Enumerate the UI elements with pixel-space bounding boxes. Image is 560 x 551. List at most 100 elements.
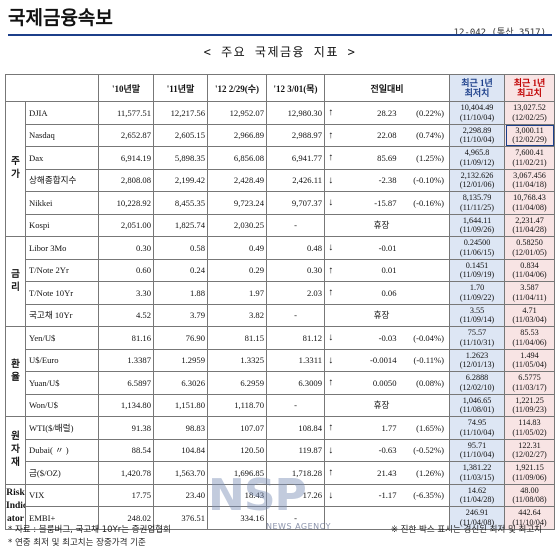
value-y11: 1,825.74 (153, 213, 208, 237)
year-low-text: 74.95 (11/10/04) (459, 418, 495, 437)
year-low: 1,046.65 (11/08/01) (449, 393, 506, 417)
change-value: 22.08 (336, 123, 403, 147)
arrow-up-icon: ↑ (324, 281, 337, 305)
year-low: 74.95 (11/10/04) (449, 416, 506, 440)
value-y11: 2,605.15 (153, 123, 208, 147)
change-percent (402, 213, 451, 237)
year-high: 3.587 (11/04/11) (504, 281, 556, 305)
indicator-name: U$/Euro (25, 348, 99, 372)
value-y10: 0.30 (98, 236, 154, 260)
value-y10: 6.5897 (98, 371, 154, 395)
year-low: 10,404.49 (11/10/04) (449, 101, 506, 125)
year-high: 13,027.52 (12/02/25) (504, 101, 556, 125)
value-d229: 2,966.89 (207, 123, 267, 147)
page-title: 국제금융속보 (8, 7, 113, 29)
change-percent: (0.08%) (402, 371, 451, 395)
indicator-name: WTI($/배럴) (25, 416, 99, 440)
year-low: 246.91 (11/04/08) (449, 506, 506, 530)
group-label-fx: 환 율 (5, 326, 26, 417)
year-low-text: 2,298.89 (11/10/04) (459, 125, 495, 145)
year-high: 48.00 (11/08/08) (504, 483, 556, 507)
year-high-text: 0.834 (11/04/06) (512, 260, 547, 280)
indicator-name: Won/U$ (25, 393, 99, 417)
year-high-text: 13,027.52 (12/02/25) (512, 103, 547, 122)
change-value: 0.06 (336, 281, 403, 305)
value-y11: 1.88 (153, 281, 208, 305)
change-percent: (1.65%) (402, 416, 451, 440)
year-high: 10,768.43 (11/04/08) (504, 191, 556, 215)
indicator-name: Yen/U$ (25, 326, 99, 350)
indicator-table: '10년말 '11년말 '12 2/29(수) '12 3/01(목) 전일대비… (5, 74, 556, 530)
group-label-rate: 금 리 (5, 236, 26, 327)
year-low: 4,965.8 (11/09/12) (449, 146, 506, 170)
arrow-up-icon: ↑ (324, 146, 337, 170)
watermark-logo-text: NSP (208, 470, 307, 521)
footer-basis: * 연중 최저 및 최고치는 장중가격 기준 (8, 538, 146, 548)
value-d229: 120.50 (207, 438, 267, 462)
value-y11: 3.79 (153, 303, 208, 327)
value-d301: 12,980.30 (266, 101, 325, 125)
year-high-text: 0.58250 (12/01/05) (512, 238, 547, 257)
value-y11: 6.3026 (153, 371, 208, 395)
value-d229: 107.07 (207, 416, 267, 440)
year-low: 2,132.626 (12/01/06) (449, 168, 506, 192)
change-percent: (1.25%) (402, 146, 451, 170)
indicator-name: Dubai( 〃 ) (25, 438, 99, 462)
value-y10: 0.60 (98, 258, 154, 282)
value-y11: 0.58 (153, 236, 208, 260)
value-y11: 376.51 (153, 506, 208, 530)
value-y10: 4.52 (98, 303, 154, 327)
table-row: 주 가 DJIA 11,577.51 12,217.56 12,952.07 12,980… (5, 101, 556, 237)
change-value: 0.01 (336, 258, 403, 282)
year-high-text: 85.53 (11/04/06) (512, 328, 547, 347)
year-low-text: 6.2888 (12/02/10) (459, 373, 495, 392)
group-label-stock: 주 가 (5, 101, 26, 237)
year-low-text: 10,404.49 (11/10/04) (459, 103, 495, 122)
group-label-text: 금 리 (11, 269, 20, 293)
year-low: 3.55 (11/09/14) (449, 303, 506, 327)
year-low-text: 1,644.11 (11/09/26) (459, 215, 495, 235)
change-value: -0.0014 (336, 348, 403, 372)
change-value: 85.69 (336, 146, 403, 170)
change-value: 휴장 (336, 213, 403, 237)
value-y10: 88.54 (98, 438, 154, 462)
year-high: 3,000.11 (12/02/29) (504, 123, 556, 147)
indicator-name: Yuan/U$ (25, 371, 99, 395)
arrow-down-icon: ↓ (324, 326, 337, 350)
year-low-text: 95.71 (11/10/04) (459, 440, 495, 460)
value-d301: 2.03 (266, 281, 325, 305)
group-label-text: Risk Indic ator (6, 488, 26, 524)
year-low: 75.57 (11/10/31) (449, 326, 506, 350)
year-high: 114.83 (11/05/02) (504, 416, 556, 440)
year-high-text: 1,921.15 (11/09/06) (512, 463, 547, 482)
value-d229: 3.82 (207, 303, 267, 327)
watermark-sub-text: NEWS AGENCY (266, 522, 331, 531)
value-y11: 1.2959 (153, 348, 208, 372)
table-row: T/Note 10Yr 3.30 1.88 1.97 2.03 ↑ 0.06 1.70 (11… (6, 281, 556, 305)
group-label-text: 주 가 (11, 157, 20, 180)
year-high-text: 442.64 (11/10/04) (512, 508, 547, 527)
change-value: -15.87 (336, 191, 403, 215)
table-body: 주 가 DJIA 11,577.51 12,217.56 12,952.07 12,980… (5, 101, 556, 530)
value-d301: 9,707.37 (266, 191, 325, 215)
year-low: 1.70 (11/09/22) (449, 281, 506, 305)
change-value: -0.01 (336, 236, 403, 260)
table-row: 금($/OZ) 1,420.78 1,563.70 1,696.85 1,718.28 ↑… (6, 461, 556, 485)
table-row: Nasdaq 2,652.87 2,605.15 2,966.89 2,988.97 ↑ 2… (6, 123, 556, 147)
year-low: 1,381.22 (11/03/15) (449, 461, 506, 485)
change-value: -2.38 (336, 168, 403, 192)
value-y10: 10,228.92 (98, 191, 154, 215)
value-y10: 3.30 (98, 281, 154, 305)
year-high: 3,067.456 (11/04/18) (504, 168, 556, 192)
change-percent: (0.22%) (402, 101, 451, 125)
value-d229: 1,118.70 (207, 393, 267, 417)
year-low: 0.1451 (11/09/19) (449, 258, 506, 282)
year-low: 1.2623 (12/01/13) (449, 348, 506, 372)
group-label-text: 환 율 (11, 359, 20, 383)
table-row: Yuan/U$ 6.5897 6.3026 6.2959 6.3009 ↑ 0.0050 (0… (6, 371, 556, 395)
value-y11: 104.84 (153, 438, 208, 462)
change-percent: (-0.04%) (402, 326, 451, 350)
col-low: 최근 1년 최저치 (449, 74, 506, 102)
footer-note: ※ 진한 박스 표시는 경신된 최저 및 최고치 (390, 525, 542, 535)
year-low-text: 3.55 (11/09/14) (459, 305, 495, 325)
